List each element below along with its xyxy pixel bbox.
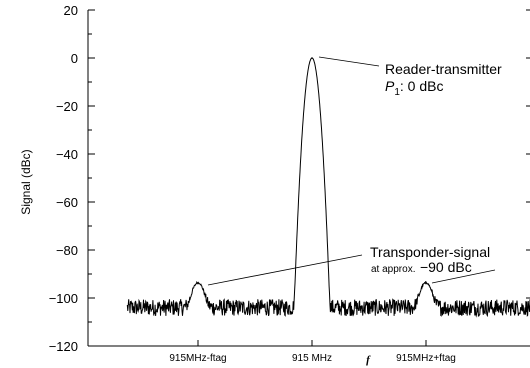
spectrum-trace [126, 57, 530, 318]
y-tick-label: −120 [49, 339, 78, 354]
y-tick-label: −100 [49, 291, 78, 306]
approx-prefix: at approx. [371, 264, 415, 275]
transponder-annotation-leader [207, 254, 363, 286]
y-tick-label: −60 [56, 195, 78, 210]
x-tick-label: 915MHz-ftag [169, 353, 226, 364]
reader-annotation-line1: Reader-transmitter [385, 61, 502, 77]
upper-sideband-peak [425, 282, 427, 285]
carrier-peak [311, 57, 313, 59]
y-tick-label: −40 [56, 147, 78, 162]
x-tick-label: 915MHz+ftag [396, 353, 456, 364]
approx-value: −90 dBc [420, 259, 472, 275]
transponder-annotation-line2: at approx. −90 dBc [371, 259, 472, 276]
y-tick-label: 20 [64, 3, 78, 18]
y-tick-label: −20 [56, 99, 78, 114]
plot-area [126, 57, 530, 318]
reader-annotation-leader [318, 56, 380, 67]
reader-annotation-line2: P1: 0 dBc [385, 78, 444, 98]
y-tick-label: −80 [56, 243, 78, 258]
p1-subscript: 1 [394, 87, 400, 98]
transponder-annotation-line1: Transponder-signal [370, 244, 490, 260]
x-axis: 915MHz-ftag 915 MHz 915MHz+ftag [88, 340, 530, 364]
x-tick-label: 915 MHz [292, 353, 332, 364]
y-tick-label: 0 [71, 51, 78, 66]
lower-sideband-peak [197, 282, 199, 285]
x-axis-title: f [366, 354, 371, 366]
p1-value: : 0 dBc [400, 78, 444, 94]
p1-symbol: P [385, 78, 395, 94]
y-axis-title: Signal (dBc) [19, 149, 33, 214]
y-axis: 20 0 −20 −40 −60 −80 −100 −120 [49, 3, 530, 354]
transponder-annotation-leader-right [431, 269, 496, 284]
